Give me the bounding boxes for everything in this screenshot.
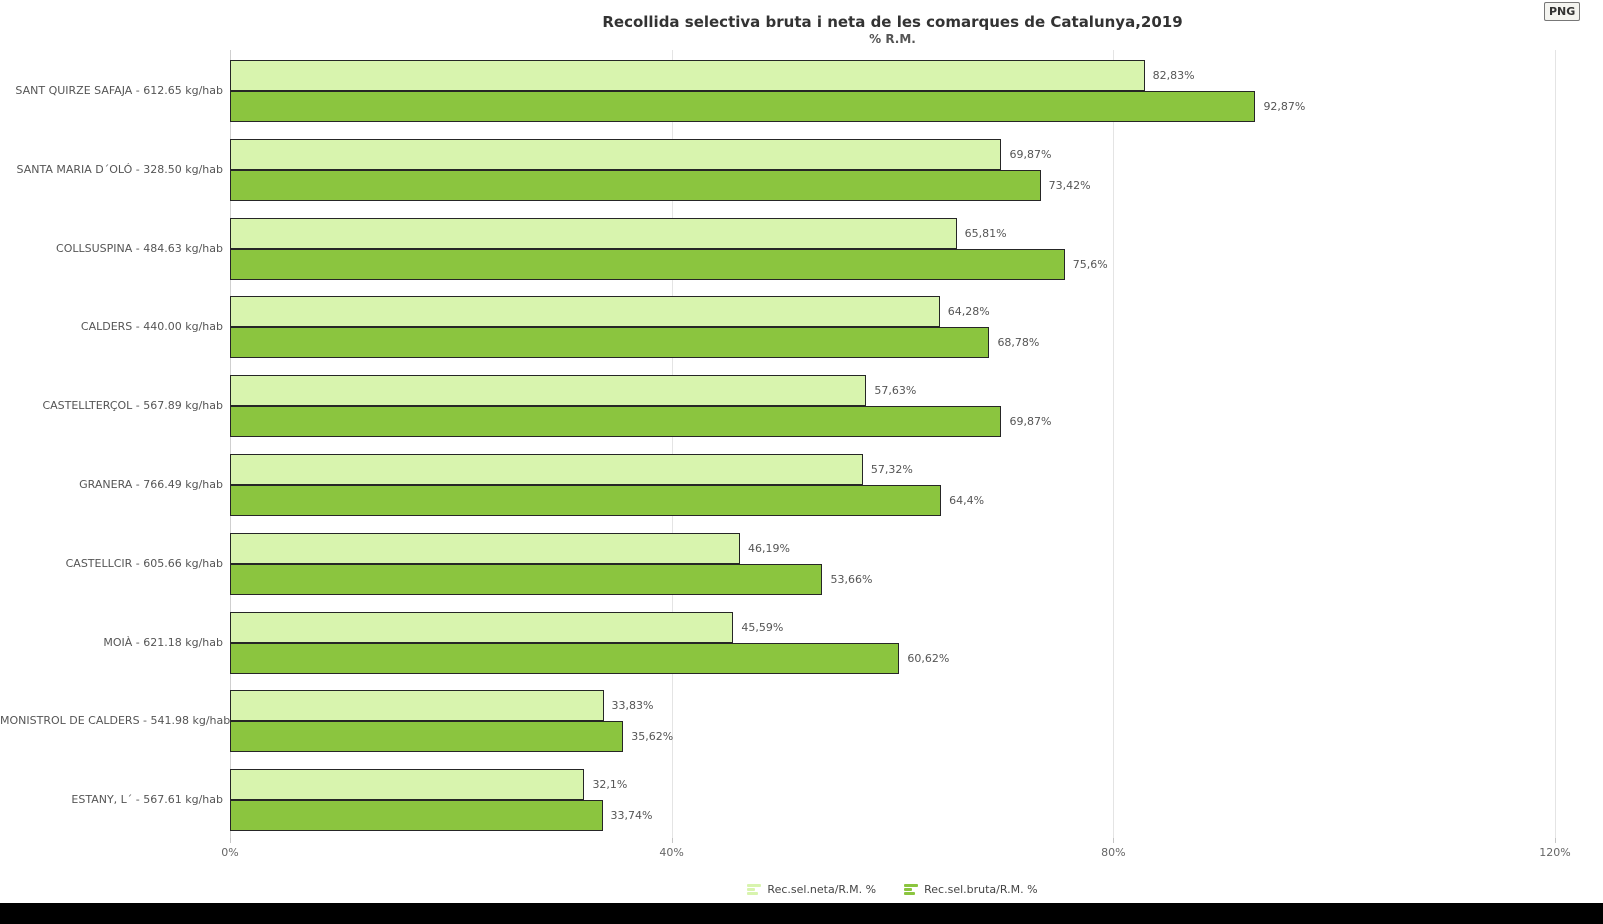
legend-item-bruta[interactable]: Rec.sel.bruta/R.M. % xyxy=(904,883,1038,896)
bar-neta[interactable] xyxy=(230,611,734,643)
x-axis-tick-label: 80% xyxy=(1101,846,1126,859)
bar-value-label: 75,6% xyxy=(1072,257,1108,271)
legend-item-neta[interactable]: Rec.sel.neta/R.M. % xyxy=(747,883,876,896)
bar-value-label: 57,63% xyxy=(874,384,917,398)
bar-value-label: 64,4% xyxy=(949,494,985,507)
category-label: CASTELLCIR - 605.66 kg/hab xyxy=(65,556,223,570)
bar-value-label: 64,28% xyxy=(947,305,990,319)
bar-neta[interactable] xyxy=(230,375,867,407)
bar-bruta[interactable] xyxy=(230,248,1065,280)
bottom-black-bar xyxy=(0,903,1603,924)
chart-subtitle: % R.M. xyxy=(869,32,916,46)
bar-value-label: 46,19% xyxy=(748,541,790,555)
bar-neta[interactable] xyxy=(230,532,740,564)
bar-neta[interactable] xyxy=(230,769,585,801)
bar-value-label: 69,87% xyxy=(1009,415,1052,429)
bar-neta[interactable] xyxy=(230,138,1002,170)
bar-bruta[interactable] xyxy=(230,327,990,359)
plot-area: 82,83% 92,87% 69,87% 73,42% 65,81% 75,6% 64,28… xyxy=(230,50,1556,838)
bar-value-label: 68,78% xyxy=(997,336,1040,350)
bar-bruta[interactable] xyxy=(230,563,823,595)
bar-value-label: 35,62% xyxy=(631,730,674,744)
category-label: GRANERA - 766.49 kg/hab xyxy=(79,478,223,491)
x-axis-tickmark xyxy=(1555,838,1556,843)
bar-value-label: 57,32% xyxy=(870,463,913,476)
export-png-button[interactable]: PNG xyxy=(1544,2,1581,21)
bar-value-label: 82,83% xyxy=(1152,69,1195,82)
bar-chart-icon xyxy=(747,884,762,895)
bar-bruta[interactable] xyxy=(230,406,1002,438)
bar-value-label: 73,42% xyxy=(1048,178,1091,192)
bar-value-label: 92,87% xyxy=(1263,100,1306,113)
bar-neta[interactable] xyxy=(230,296,940,328)
bar-bruta[interactable] xyxy=(230,169,1041,201)
x-axis-tick-label: 40% xyxy=(659,846,684,859)
legend: Rec.sel.neta/R.M. % Rec.sel.bruta/R.M. % xyxy=(230,883,1555,896)
bar-bruta[interactable] xyxy=(230,800,603,832)
bar-neta[interactable] xyxy=(230,217,957,249)
bar-neta[interactable] xyxy=(230,60,1145,91)
bar-value-label: 53,66% xyxy=(830,572,873,586)
bar-value-label: 69,87% xyxy=(1009,147,1052,161)
bar-value-label: 45,59% xyxy=(741,620,784,634)
category-label: SANT QUIRZE SAFAJA - 612.65 kg/hab xyxy=(15,84,223,97)
legend-label: Rec.sel.bruta/R.M. % xyxy=(924,883,1038,896)
gridline xyxy=(1555,50,1556,838)
bar-value-label: 32,1% xyxy=(592,778,628,792)
category-label: ESTANY, L´ - 567.61 kg/hab xyxy=(71,793,223,807)
bar-bruta[interactable] xyxy=(230,642,900,674)
category-label: CALDERS - 440.00 kg/hab xyxy=(80,320,223,334)
category-label: SANTA MARIA D´OLÓ - 328.50 kg/hab xyxy=(16,162,223,176)
bar-bruta[interactable] xyxy=(230,721,624,753)
bar-chart-icon xyxy=(904,884,919,895)
bar-value-label: 33,83% xyxy=(611,699,654,713)
gridline xyxy=(1113,50,1115,838)
bar-value-label: 65,81% xyxy=(964,226,1007,240)
bar-value-label: 33,74% xyxy=(610,809,653,823)
legend-label: Rec.sel.neta/R.M. % xyxy=(767,883,877,896)
bar-bruta[interactable] xyxy=(230,485,942,516)
bar-bruta[interactable] xyxy=(230,91,1256,122)
bar-value-label: 60,62% xyxy=(907,651,950,665)
category-label: CASTELLTERÇOL - 567.89 kg/hab xyxy=(42,399,223,413)
category-label: MOIÀ - 621.18 kg/hab xyxy=(103,635,223,649)
category-label: COLLSUSPINA - 484.63 kg/hab xyxy=(56,241,223,255)
category-label: MONISTROL DE CALDERS - 541.98 kg/hab xyxy=(0,714,231,728)
bar-neta[interactable] xyxy=(230,454,863,485)
x-axis-tickmark xyxy=(230,838,231,843)
x-axis-tick-label: 0% xyxy=(221,846,239,859)
x-axis-tickmark xyxy=(1113,838,1115,843)
gridline xyxy=(671,50,673,838)
bar-neta[interactable] xyxy=(230,690,604,722)
y-axis-line xyxy=(230,50,231,838)
chart-title: Recollida selectiva bruta i neta de les … xyxy=(602,13,1183,31)
x-axis-tick-label: 120% xyxy=(1539,846,1571,859)
x-axis-tickmark xyxy=(671,838,673,843)
